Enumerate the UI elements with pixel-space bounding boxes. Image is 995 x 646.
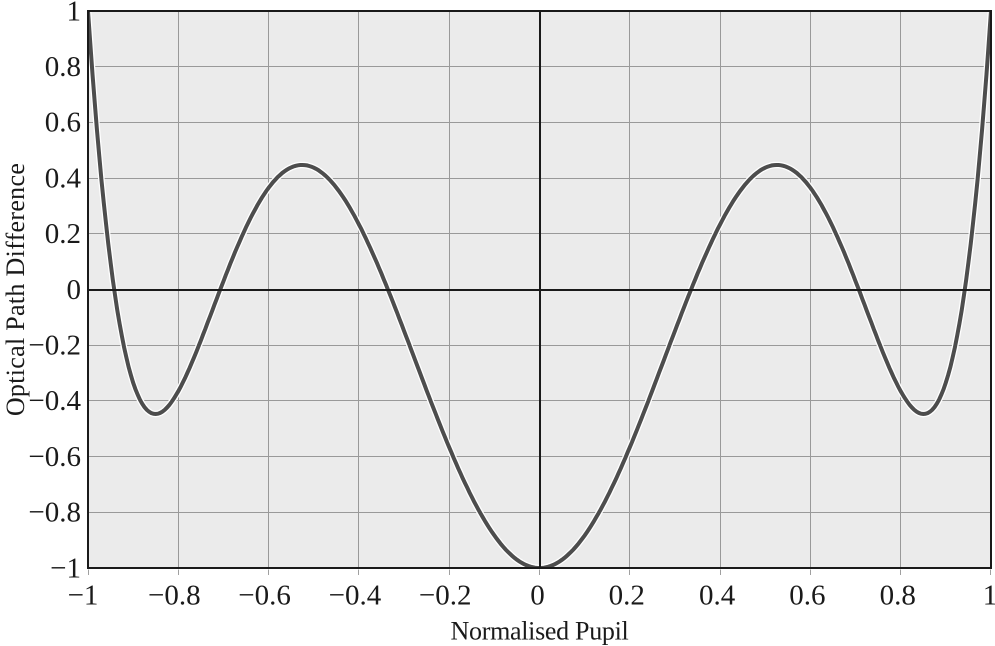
svg-text:−0.2: −0.2 (28, 330, 81, 362)
svg-text:−0.6: −0.6 (238, 580, 291, 612)
svg-text:0.8: 0.8 (45, 51, 81, 83)
svg-text:−0.8: −0.8 (148, 580, 201, 612)
svg-text:0: 0 (67, 274, 82, 306)
svg-text:1: 1 (67, 0, 82, 27)
svg-text:0: 0 (530, 580, 545, 612)
svg-text:0.8: 0.8 (880, 580, 916, 612)
svg-text:−1: −1 (68, 580, 99, 612)
svg-text:−0.2: −0.2 (419, 580, 472, 612)
svg-text:0.6: 0.6 (789, 580, 825, 612)
svg-text:−0.6: −0.6 (28, 441, 81, 473)
svg-text:−1: −1 (50, 552, 81, 584)
svg-text:−0.4: −0.4 (28, 385, 81, 417)
svg-text:1: 1 (983, 580, 995, 612)
svg-text:0.6: 0.6 (45, 107, 81, 139)
svg-text:Normalised Pupil: Normalised Pupil (451, 617, 629, 646)
svg-text:0.4: 0.4 (699, 580, 736, 612)
svg-text:Optical Path Difference: Optical Path Difference (1, 163, 30, 416)
svg-text:0.4: 0.4 (45, 162, 82, 194)
svg-text:−0.8: −0.8 (28, 497, 81, 529)
svg-text:0.2: 0.2 (609, 580, 645, 612)
svg-text:−0.4: −0.4 (329, 580, 382, 612)
svg-text:0.2: 0.2 (45, 218, 81, 250)
